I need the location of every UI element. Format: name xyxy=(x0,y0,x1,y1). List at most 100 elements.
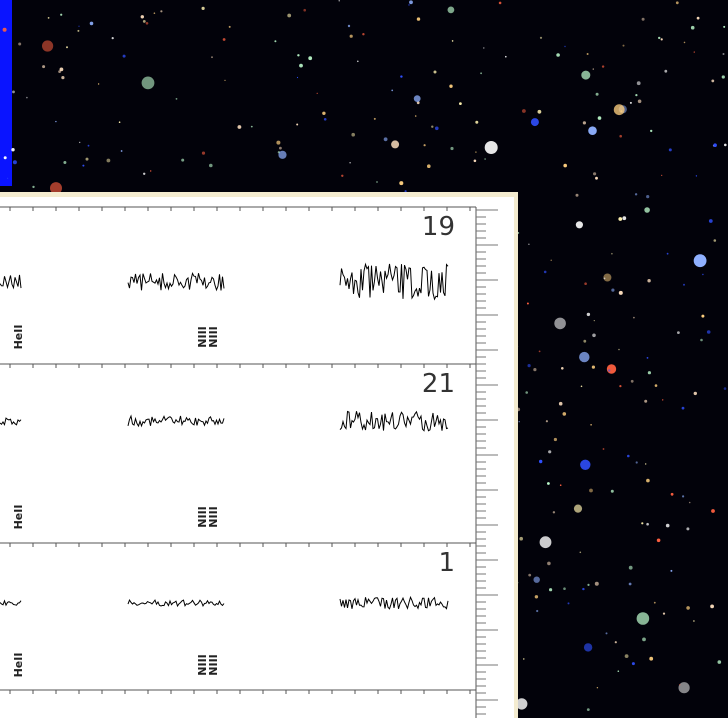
star xyxy=(376,181,378,183)
star xyxy=(484,141,498,154)
star xyxy=(586,53,589,55)
star xyxy=(554,317,566,330)
star xyxy=(450,146,454,151)
star xyxy=(66,46,68,49)
star xyxy=(549,588,553,592)
star xyxy=(538,350,541,353)
star xyxy=(602,448,605,450)
star xyxy=(683,41,686,44)
star xyxy=(142,20,146,23)
star xyxy=(78,25,80,27)
star xyxy=(575,221,584,229)
star xyxy=(548,450,552,454)
star xyxy=(475,120,479,124)
star xyxy=(519,536,523,541)
star xyxy=(528,573,532,577)
star xyxy=(391,89,394,92)
star xyxy=(122,54,126,58)
spectrum xyxy=(127,598,225,608)
star xyxy=(722,53,725,55)
star xyxy=(721,75,725,79)
star xyxy=(351,132,356,137)
star xyxy=(553,437,558,442)
star xyxy=(575,193,579,197)
star xyxy=(645,463,647,465)
star xyxy=(522,109,526,113)
line-label: NIII xyxy=(196,506,209,527)
star xyxy=(525,391,528,394)
line-label: NIII xyxy=(196,654,209,675)
star xyxy=(690,25,695,30)
star xyxy=(12,160,17,165)
star xyxy=(279,146,282,150)
star xyxy=(211,56,213,59)
star xyxy=(595,92,599,96)
star xyxy=(592,333,596,338)
star xyxy=(614,641,617,644)
star xyxy=(413,95,421,102)
star xyxy=(658,36,661,40)
star xyxy=(654,384,658,387)
star xyxy=(357,60,359,63)
star xyxy=(299,63,303,68)
star xyxy=(624,654,629,658)
star xyxy=(660,38,663,41)
star xyxy=(498,1,502,5)
star xyxy=(181,158,185,162)
star xyxy=(349,34,353,38)
star xyxy=(545,420,549,423)
star xyxy=(160,10,163,13)
spectrum xyxy=(127,271,225,292)
star xyxy=(613,104,625,116)
star xyxy=(593,320,595,322)
star xyxy=(688,501,691,504)
star xyxy=(55,120,57,123)
star xyxy=(533,368,537,372)
star xyxy=(603,273,612,282)
star xyxy=(618,217,623,221)
star xyxy=(50,182,62,195)
star xyxy=(85,157,89,161)
star xyxy=(656,538,661,543)
star xyxy=(628,582,632,586)
star xyxy=(404,190,407,193)
star xyxy=(362,33,365,36)
star xyxy=(619,134,622,138)
star xyxy=(646,522,649,526)
star xyxy=(447,6,455,14)
star xyxy=(622,44,625,47)
star xyxy=(323,118,327,121)
line-label: HeII xyxy=(12,653,25,678)
line-label: NIII xyxy=(207,326,220,347)
star xyxy=(383,137,388,142)
star xyxy=(582,587,585,591)
star xyxy=(619,385,622,388)
star xyxy=(120,150,123,152)
star xyxy=(666,252,669,255)
star xyxy=(646,195,650,199)
star xyxy=(590,424,592,426)
line-label: NIII xyxy=(207,654,220,675)
star xyxy=(409,0,413,5)
star xyxy=(661,174,663,176)
star xyxy=(597,116,602,120)
star xyxy=(518,421,520,423)
star xyxy=(686,606,690,610)
star xyxy=(627,454,630,458)
star xyxy=(3,156,7,160)
star xyxy=(459,102,462,105)
star xyxy=(484,158,486,160)
star xyxy=(665,523,670,528)
star xyxy=(605,632,608,635)
star xyxy=(713,143,717,147)
star xyxy=(693,620,695,622)
star xyxy=(579,351,590,363)
star xyxy=(628,565,633,570)
star xyxy=(237,125,242,129)
star xyxy=(592,68,594,70)
star xyxy=(153,12,156,14)
star xyxy=(18,42,22,46)
star xyxy=(647,279,651,283)
star xyxy=(591,365,596,369)
star xyxy=(593,172,597,176)
